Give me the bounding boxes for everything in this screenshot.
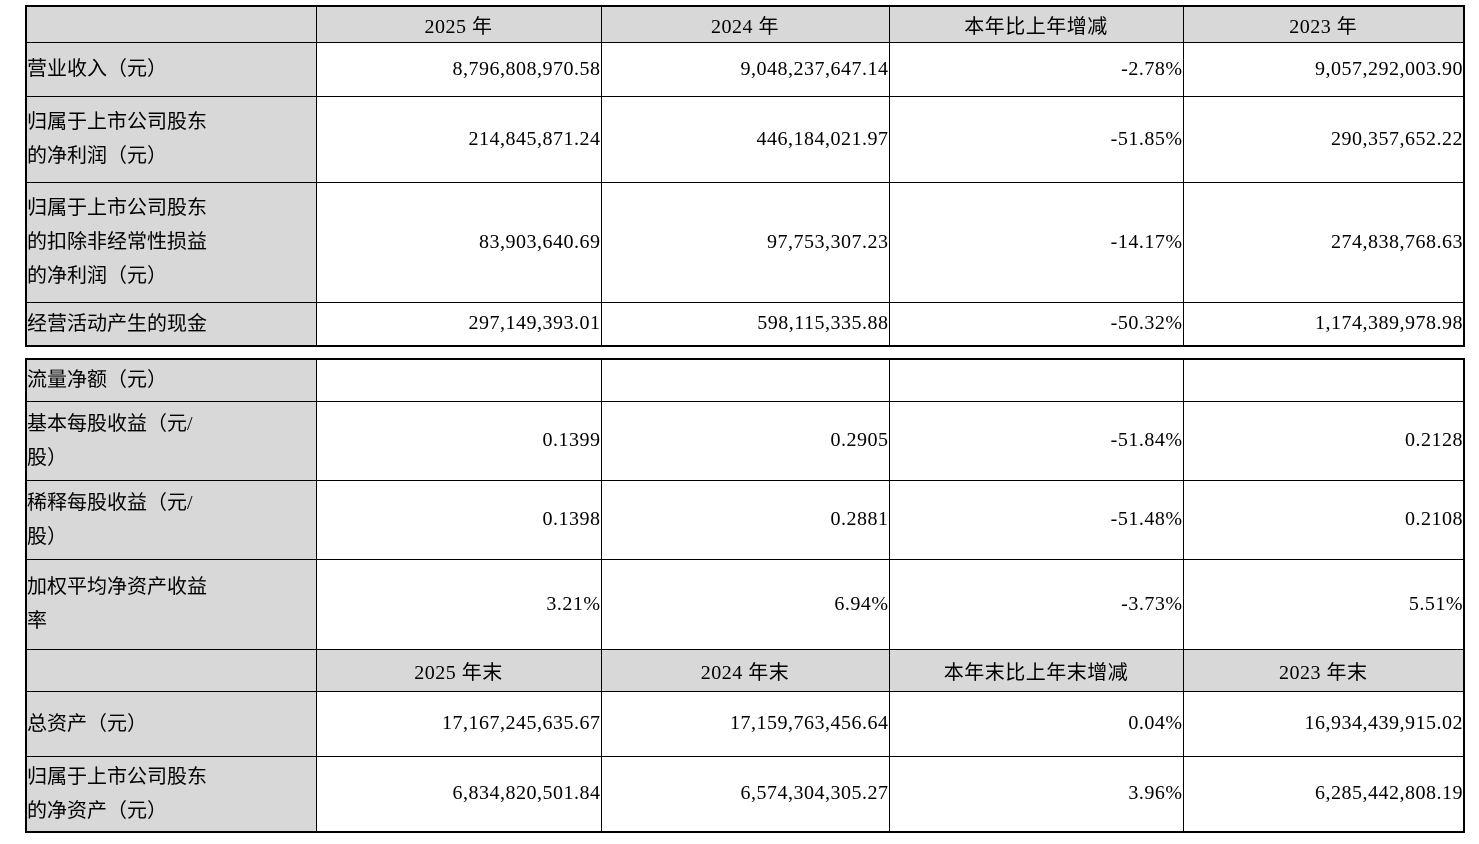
deducted-net-profit-row-label: 归属于上市公司股东 的扣除非经常性损益 的净利润（元） (25, 181, 317, 303)
revenue-2024-value: 9,048,237,647.14 (600, 41, 890, 97)
column-header-2025-end: 2025 年末 (315, 648, 602, 692)
table-row-basic-eps: 基本每股收益（元/ 股） 0.1399 0.2905 -51.84% 0.212… (25, 400, 1465, 481)
net-assets-row-label: 归属于上市公司股东 的净资产（元） (25, 755, 317, 833)
table-row-total-assets: 总资产（元） 17,167,245,635.67 17,159,763,456.… (25, 690, 1465, 757)
basic-eps-2025-value: 0.1399 (315, 400, 602, 481)
net-assets-2023-value: 6,285,442,808.19 (1182, 755, 1465, 833)
table-row-net-profit: 归属于上市公司股东 的净利润（元） 214,845,871.24 446,184… (25, 95, 1465, 183)
page-break-gap (25, 347, 1463, 358)
financial-summary-table: 2025 年 2024 年 本年比上年增减 2023 年 营业收入（元） 8,7… (25, 5, 1465, 833)
deducted-net-profit-2023-value: 274,838,768.63 (1182, 181, 1465, 303)
deducted-net-profit-change-value: -14.17% (888, 181, 1184, 303)
total-assets-2023-value: 16,934,439,915.02 (1182, 690, 1465, 757)
revenue-row-label: 营业收入（元） (25, 41, 317, 97)
diluted-eps-2023-value: 0.2108 (1182, 479, 1465, 560)
column-header-2023: 2023 年 (1182, 5, 1465, 43)
basic-eps-change-value: -51.84% (888, 400, 1184, 481)
net-profit-row-label: 归属于上市公司股东 的净利润（元） (25, 95, 317, 183)
column-header-2025: 2025 年 (315, 5, 602, 43)
net-profit-change-value: -51.85% (888, 95, 1184, 183)
diluted-eps-row-label: 稀释每股收益（元/ 股） (25, 479, 317, 560)
net-assets-2024-value: 6,574,304,305.27 (600, 755, 890, 833)
operating-cash-flow-row-label-top: 经营活动产生的现金 (25, 301, 317, 347)
net-profit-2023-value: 290,357,652.22 (1182, 95, 1465, 183)
table-row-revenue: 营业收入（元） 8,796,808,970.58 9,048,237,647.1… (25, 41, 1465, 97)
revenue-change-value: -2.78% (888, 41, 1184, 97)
deducted-net-profit-2024-value: 97,753,307.23 (600, 181, 890, 303)
table-row-diluted-eps: 稀释每股收益（元/ 股） 0.1398 0.2881 -51.48% 0.210… (25, 479, 1465, 560)
table-row-net-assets: 归属于上市公司股东 的净资产（元） 6,834,820,501.84 6,574… (25, 755, 1465, 833)
total-assets-2025-value: 17,167,245,635.67 (315, 690, 602, 757)
operating-cash-flow-row-label-bottom: 流量净额（元） (25, 358, 317, 402)
table-row-deducted-net-profit: 归属于上市公司股东 的扣除非经常性损益 的净利润（元） 83,903,640.6… (25, 181, 1465, 303)
basic-eps-2023-value: 0.2128 (1182, 400, 1465, 481)
weighted-roe-change-value: -3.73% (888, 558, 1184, 650)
operating-cash-flow-2025-value: 297,149,393.01 (315, 301, 602, 347)
empty-cell (888, 358, 1184, 402)
weighted-roe-2025-value: 3.21% (315, 558, 602, 650)
weighted-roe-2024-value: 6.94% (600, 558, 890, 650)
basic-eps-row-label: 基本每股收益（元/ 股） (25, 400, 317, 481)
key-financials-table-part2: 流量净额（元） 基本每股收益（元/ 股） 0.1399 0.2905 -51.8… (25, 358, 1465, 833)
diluted-eps-2025-value: 0.1398 (315, 479, 602, 560)
net-assets-change-value: 3.96% (888, 755, 1184, 833)
table-row-weighted-roe: 加权平均净资产收益 率 3.21% 6.94% -3.73% 5.51% (25, 558, 1465, 650)
corner-cell (25, 5, 317, 43)
operating-cash-flow-2024-value: 598,115,335.88 (600, 301, 890, 347)
net-profit-2024-value: 446,184,021.97 (600, 95, 890, 183)
deducted-net-profit-2025-value: 83,903,640.69 (315, 181, 602, 303)
column-header-yearend-change: 本年末比上年末增减 (888, 648, 1184, 692)
empty-cell (1182, 358, 1465, 402)
total-assets-row-label: 总资产（元） (25, 690, 317, 757)
diluted-eps-2024-value: 0.2881 (600, 479, 890, 560)
column-header-2024: 2024 年 (600, 5, 890, 43)
operating-cash-flow-change-value: -50.32% (888, 301, 1184, 347)
year-header-row: 2025 年 2024 年 本年比上年增减 2023 年 (25, 5, 1465, 43)
key-financials-table-part1: 2025 年 2024 年 本年比上年增减 2023 年 营业收入（元） 8,7… (25, 5, 1465, 347)
basic-eps-2024-value: 0.2905 (600, 400, 890, 481)
weighted-roe-row-label: 加权平均净资产收益 率 (25, 558, 317, 650)
corner-cell (25, 648, 317, 692)
empty-cell (600, 358, 890, 402)
total-assets-2024-value: 17,159,763,456.64 (600, 690, 890, 757)
column-header-2023-end: 2023 年末 (1182, 648, 1465, 692)
column-header-2024-end: 2024 年末 (600, 648, 890, 692)
diluted-eps-change-value: -51.48% (888, 479, 1184, 560)
empty-cell (315, 358, 602, 402)
total-assets-change-value: 0.04% (888, 690, 1184, 757)
weighted-roe-2023-value: 5.51% (1182, 558, 1465, 650)
net-assets-2025-value: 6,834,820,501.84 (315, 755, 602, 833)
table-row-operating-cash-flow-top: 经营活动产生的现金 297,149,393.01 598,115,335.88 … (25, 301, 1465, 347)
year-end-header-row: 2025 年末 2024 年末 本年末比上年末增减 2023 年末 (25, 648, 1465, 692)
revenue-2025-value: 8,796,808,970.58 (315, 41, 602, 97)
net-profit-2025-value: 214,845,871.24 (315, 95, 602, 183)
operating-cash-flow-2023-value: 1,174,389,978.98 (1182, 301, 1465, 347)
column-header-yoy-change: 本年比上年增减 (888, 5, 1184, 43)
revenue-2023-value: 9,057,292,003.90 (1182, 41, 1465, 97)
table-row-operating-cash-flow-bottom: 流量净额（元） (25, 358, 1465, 402)
